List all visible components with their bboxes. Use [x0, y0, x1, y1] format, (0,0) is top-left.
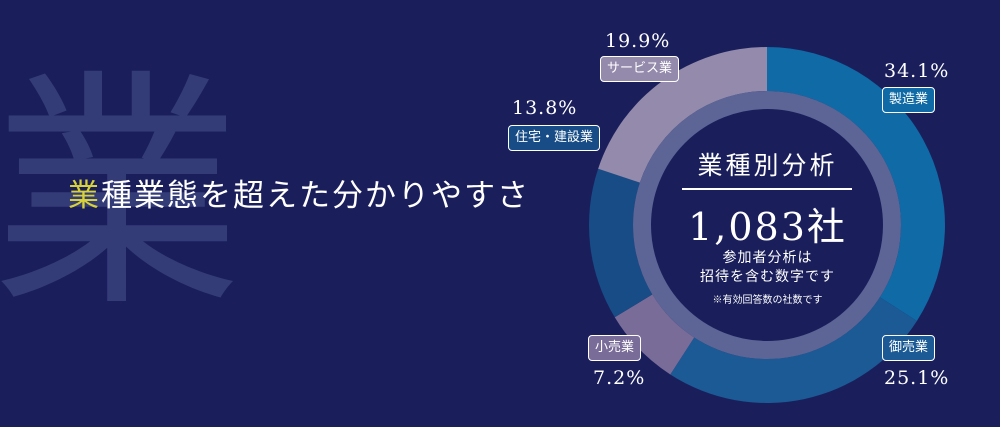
slice-value-housing: 13.8% — [512, 97, 578, 119]
chart-title: 業種別分析 — [697, 151, 838, 180]
headline-accent: 業 — [68, 178, 101, 214]
total-count: 1,083社 — [688, 205, 847, 249]
headline-rest: 種業態を超えた分かりやすさ — [101, 178, 530, 214]
slice-tag-housing: 住宅・建設業 — [508, 125, 601, 151]
slice-tag-retail: 小売業 — [588, 335, 642, 361]
slice-manufacturing — [767, 47, 945, 321]
title-divider — [682, 188, 852, 190]
chart-note-3: ※有効回答数の社数です — [712, 295, 823, 306]
slice-service — [598, 47, 767, 183]
slice-value-wholesale: 25.1% — [884, 367, 950, 389]
chart-note-1: 参加者分析は — [722, 250, 813, 266]
headline: 業種業態を超えた分かりやすさ — [68, 170, 530, 215]
slice-tag-wholesale: 御売業 — [882, 335, 936, 361]
slice-value-manufacturing: 34.1% — [884, 60, 950, 82]
slice-value-service: 19.9% — [605, 30, 671, 52]
slice-retail — [614, 294, 695, 375]
slice-value-retail: 7.2% — [593, 367, 646, 389]
slice-housing — [589, 168, 653, 318]
inner-ring — [633, 91, 901, 359]
chart-note-2: 招待を含む数字です — [700, 269, 835, 285]
slice-tag-service: サービス業 — [600, 56, 680, 82]
slice-tag-manufacturing: 製造業 — [882, 87, 936, 113]
slice-wholesale — [670, 297, 917, 403]
